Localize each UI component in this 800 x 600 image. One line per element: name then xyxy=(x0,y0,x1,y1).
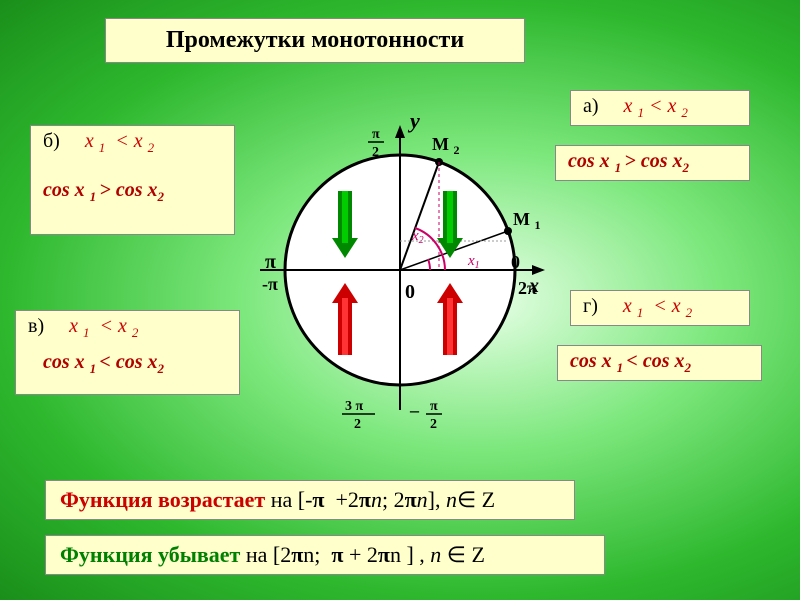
unit-circle-diagram: y x 0 0 2π π -π π 2 – π 2 3 π 2 M 1 M 2 … xyxy=(250,80,550,470)
label-M1: M 1 xyxy=(513,209,541,232)
box-v-ineq: x 1 < x 2 xyxy=(69,315,138,337)
box-g-label: г) xyxy=(583,295,598,317)
box-a-cos: cos x 1 > cos x2 xyxy=(555,145,750,181)
box-a: а) x 1 < x 2 xyxy=(570,90,750,126)
title-text: Промежутки монотонности xyxy=(166,27,464,53)
x-axis-arrow xyxy=(532,265,545,275)
label-neg-pi2-den: 2 xyxy=(430,417,437,432)
label-2pi: 2π xyxy=(518,278,537,298)
label-y: y xyxy=(407,108,420,133)
increase-rest: на [-π +2πn; 2πn], n∈ Z xyxy=(271,487,495,512)
box-g-ineq: x 1 < x 2 xyxy=(623,295,692,317)
box-b: б) x 1 < x 2 cos x 1 > cos x2 xyxy=(30,125,235,235)
decrease-box: Функция убывает на [2πn; π + 2πn ] , n ∈… xyxy=(45,535,605,575)
box-g: г) x 1 < x 2 xyxy=(570,290,750,326)
box-b-label: б) xyxy=(43,130,60,152)
title-box: Промежутки монотонности xyxy=(105,18,525,63)
label-pi2-top-den: 2 xyxy=(372,145,379,160)
box-v-cos: cos x 1 < cos x2 xyxy=(43,351,164,373)
label-zero-center: 0 xyxy=(405,281,415,303)
box-g-cos: cos x 1 < cos x2 xyxy=(557,345,762,381)
box-v-label: в) xyxy=(28,315,44,337)
diagram-svg: y x 0 0 2π π -π π 2 – π 2 3 π 2 M 1 M 2 … xyxy=(250,80,550,470)
y-axis-arrow xyxy=(395,125,405,138)
box-a-label: а) xyxy=(583,95,599,117)
box-a-cos-text: cos x 1 > cos x2 xyxy=(568,150,689,172)
label-M2: M 2 xyxy=(432,134,460,157)
label-3pi2-den: 2 xyxy=(354,417,361,432)
label-pi: π xyxy=(265,251,276,273)
box-b-ineq: x 1 < x 2 xyxy=(85,130,154,152)
decrease-rest: на [2πn; π + 2πn ] , n ∈ Z xyxy=(246,542,485,567)
increase-label: Функция возрастает xyxy=(60,487,265,512)
box-b-cos: cos x 1 > cos x2 xyxy=(43,179,164,201)
label-3pi2-num: 3 π xyxy=(345,399,364,414)
label-neg-pi: -π xyxy=(262,274,278,294)
box-a-ineq: x 1 < x 2 xyxy=(624,95,688,117)
decrease-label: Функция убывает xyxy=(60,542,240,567)
label-neg-pi2-num: π xyxy=(430,399,438,414)
label-zero-right: 0 xyxy=(511,252,520,272)
increase-box: Функция возрастает на [-π +2πn; 2πn], n∈… xyxy=(45,480,575,520)
box-g-cos-text: cos x 1 < cos x2 xyxy=(570,350,691,372)
point-m1 xyxy=(504,227,512,235)
label-pi2-top-num: π xyxy=(372,127,380,142)
box-v: в) x 1 < x 2 cos x 1 < cos x2 xyxy=(15,310,240,395)
label-neg-pi2-minus: – xyxy=(409,400,420,420)
